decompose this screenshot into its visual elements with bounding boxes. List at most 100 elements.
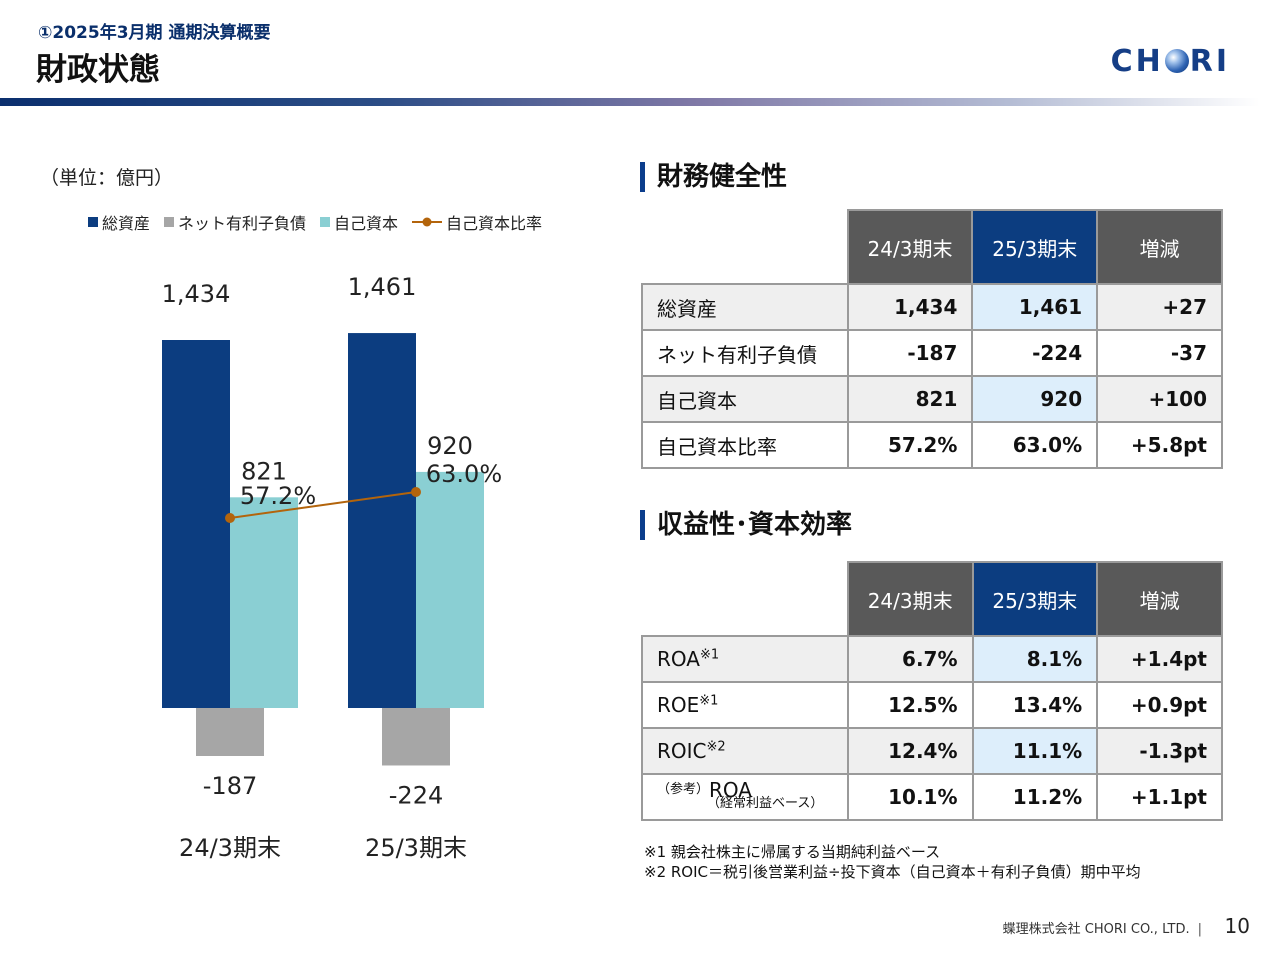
col-header-diff: 増減 <box>1096 561 1223 637</box>
bar-total-assets <box>348 333 416 708</box>
cell-diff: -1.3pt <box>1096 727 1223 775</box>
footnote-1: ※1 親会社株主に帰属する当期純利益ベース <box>644 843 941 861</box>
cell-cur: 8.1% <box>971 635 1099 683</box>
category-label: 25/3期末 <box>365 834 467 862</box>
cell-cur: 63.0% <box>971 421 1099 469</box>
financial-health-table: 24/3期末 25/3期末 増減 総資産 1,434 1,461 +27 ネット… <box>641 209 1223 469</box>
cell-diff: +5.8pt <box>1096 421 1223 469</box>
legend-equity-ratio: 自己資本比率 <box>412 210 542 234</box>
table-row: 自己資本比率 57.2% 63.0% +5.8pt <box>641 421 1223 469</box>
metric-note: （経常利益ベース） <box>707 796 824 811</box>
cell-diff: +27 <box>1096 283 1223 331</box>
legend-label: 自己資本 <box>334 214 399 233</box>
row-label: ネット有利子負債 <box>641 329 849 377</box>
page-title: 財政状態 <box>36 52 160 88</box>
bar-net-debt <box>196 708 264 756</box>
section-title-profitability: 収益性･資本効率 <box>640 510 852 540</box>
row-label: ROIC※2 <box>641 727 849 775</box>
table-row: （参考）ROA （経常利益ベース） 10.1% 11.2% +1.1pt <box>641 773 1223 821</box>
page-number: 10 <box>1224 914 1250 938</box>
legend-total-assets: 総資産 <box>88 210 150 234</box>
col-header-prev: 24/3期末 <box>846 209 974 285</box>
section-title-financial-health: 財務健全性 <box>640 162 787 192</box>
bar-equity <box>416 471 484 708</box>
label-equity: 821 <box>241 457 287 485</box>
reference-prefix: （参考） <box>657 782 710 797</box>
metric-name: ROA <box>709 778 752 802</box>
cell-prev: 12.4% <box>846 727 974 775</box>
col-header-diff: 増減 <box>1096 209 1223 285</box>
legend-label: 自己資本比率 <box>446 214 543 233</box>
footnote-2: ※2 ROIC＝税引後営業利益÷投下資本（自己資本＋有利子負債）期中平均 <box>644 863 1141 881</box>
table-row: ROA※1 6.7% 8.1% +1.4pt <box>641 635 1223 683</box>
equity-ratio-point <box>225 513 235 523</box>
table-row: ROIC※2 12.4% 11.1% -1.3pt <box>641 727 1223 775</box>
table-corner <box>642 562 849 637</box>
cell-cur: 11.2% <box>971 773 1099 821</box>
metric-name: ROA <box>657 647 700 671</box>
row-label: ROA※1 <box>641 635 849 683</box>
profitability-table: 24/3期末 25/3期末 増減 ROA※1 6.7% 8.1% +1.4pt … <box>641 561 1223 821</box>
footnote-ref: ※1 <box>699 647 720 663</box>
table-row: 総資産 1,434 1,461 +27 <box>641 283 1223 331</box>
cell-diff: +100 <box>1096 375 1223 423</box>
row-label: 自己資本 <box>641 375 849 423</box>
company-logo: CH RI <box>1111 44 1230 79</box>
cell-prev: 1,434 <box>846 283 974 331</box>
label-total-assets: 1,434 <box>162 280 231 308</box>
cell-prev: -187 <box>846 329 974 377</box>
row-label: ROE※1 <box>641 681 849 729</box>
chart-unit: （単位：億円） <box>40 167 174 189</box>
cell-cur: 920 <box>971 375 1099 423</box>
label-equity-ratio: 57.2% <box>240 482 316 510</box>
metric-name: ROE <box>657 693 700 717</box>
footnote-ref: ※1 <box>699 693 719 709</box>
row-label: （参考）ROA （経常利益ベース） <box>641 773 849 821</box>
cell-diff: +1.1pt <box>1096 773 1223 821</box>
cell-cur: -224 <box>971 329 1099 377</box>
legend-swatch <box>320 217 331 227</box>
logo-text-left: CH <box>1110 44 1164 79</box>
page-subtitle: ①2025年3月期 通期決算概要 <box>38 23 271 43</box>
legend-swatch <box>164 217 175 227</box>
col-header-cur: 25/3期末 <box>971 561 1099 637</box>
label-equity-ratio: 63.0% <box>426 460 502 488</box>
cell-cur: 13.4% <box>971 681 1099 729</box>
cell-prev: 12.5% <box>846 681 974 729</box>
row-label: 自己資本比率 <box>641 421 849 469</box>
label-net-debt: -224 <box>389 781 443 809</box>
category-label: 24/3期末 <box>179 834 281 862</box>
legend-swatch <box>88 217 98 227</box>
cell-prev: 57.2% <box>846 421 974 469</box>
col-header-cur: 25/3期末 <box>971 209 1099 285</box>
metric-name: ROIC <box>657 739 707 763</box>
table-corner <box>642 210 849 285</box>
logo-text-right: RI <box>1189 44 1230 79</box>
equity-ratio-line <box>229 491 417 519</box>
bar-total-assets <box>162 340 230 708</box>
footnote-ref: ※2 <box>706 739 726 755</box>
bar-net-debt <box>382 708 450 766</box>
table-row: ネット有利子負債 -187 -224 -37 <box>641 329 1223 377</box>
label-equity: 920 <box>427 432 473 460</box>
footer-separator: | <box>1197 922 1202 937</box>
cell-prev: 6.7% <box>846 635 974 683</box>
cell-cur: 11.1% <box>971 727 1099 775</box>
company-name: 蝶理株式会社 CHORI CO., LTD. <box>1002 922 1190 937</box>
footer-company: 蝶理株式会社 CHORI CO., LTD. | <box>1003 918 1210 937</box>
legend-label: 総資産 <box>102 214 151 233</box>
balance-chart: 1,434 821 -187 24/3期末 1,461 920 -224 25/3期末 57.2… <box>162 273 502 862</box>
legend-net-debt: ネット有利子負債 <box>164 210 306 234</box>
table-row: ROE※1 12.5% 13.4% +0.9pt <box>641 681 1223 729</box>
legend-label: ネット有利子負債 <box>178 214 307 233</box>
legend-line-marker <box>412 217 443 227</box>
equity-ratio-point <box>411 487 421 497</box>
legend-equity: 自己資本 <box>320 210 398 234</box>
cell-diff: -37 <box>1096 329 1223 377</box>
cell-prev: 10.1% <box>846 773 974 821</box>
row-label: 総資産 <box>641 283 849 331</box>
chart-legend: 総資産 ネット有利子負債 自己資本 自己資本比率 <box>88 210 542 234</box>
bar-equity <box>230 497 298 708</box>
cell-prev: 821 <box>846 375 974 423</box>
label-net-debt: -187 <box>203 772 257 800</box>
